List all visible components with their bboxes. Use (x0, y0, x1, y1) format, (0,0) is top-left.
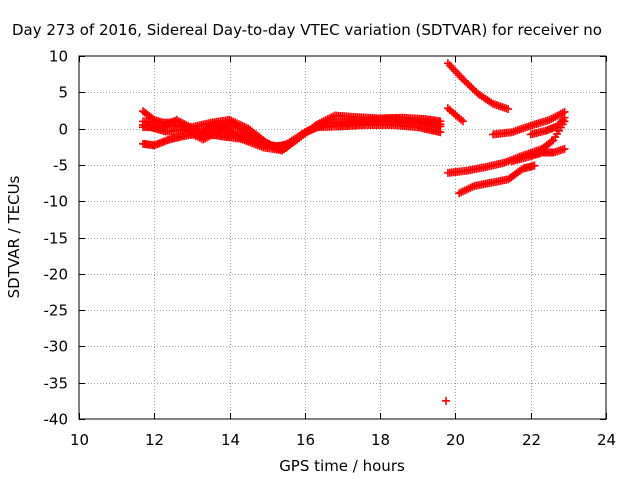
y-tick-label: 0 (58, 121, 68, 139)
y-tick-label: -40 (44, 411, 69, 429)
y-tick-label: -35 (44, 375, 69, 393)
y-tick-label: -5 (53, 157, 68, 175)
x-tick-label: 18 (371, 431, 390, 449)
data-point (530, 161, 539, 170)
y-tick-label: -15 (44, 230, 69, 248)
x-tick-label: 14 (221, 431, 240, 449)
y-axis-label: SDTVAR / TECUs (5, 175, 23, 298)
y-tick-label: -20 (44, 266, 69, 284)
y-tick-label: -10 (44, 193, 69, 211)
plot-frame (78, 55, 607, 420)
data-points (138, 59, 569, 405)
x-tick-label: 10 (70, 431, 89, 449)
y-tick-label: 5 (58, 84, 68, 102)
data-point (436, 128, 445, 137)
x-axis-label: GPS time / hours (279, 457, 405, 475)
data-point (442, 396, 451, 405)
data-point (449, 65, 458, 74)
data-point (445, 61, 454, 70)
data-point (443, 59, 452, 68)
y-tick-label: -25 (44, 302, 69, 320)
x-tick-label: 20 (446, 431, 465, 449)
y-tick-label: -30 (44, 338, 69, 356)
y-tick-label: 10 (49, 48, 68, 66)
data-point (455, 71, 464, 80)
data-point (547, 137, 556, 146)
data-point (436, 120, 445, 129)
data-point (447, 63, 456, 72)
data-point (504, 104, 513, 113)
y-axis-ticks: -40 -35 -30 -25 -20 -15 -10 -5 0 5 10 (44, 48, 606, 429)
data-point (453, 69, 462, 78)
x-tick-label: 24 (597, 431, 616, 449)
data-point (451, 67, 460, 76)
chart-title: Day 273 of 2016, Sidereal Day-to-day VTE… (12, 21, 602, 39)
grid (79, 56, 606, 419)
x-tick-label: 12 (145, 431, 164, 449)
data-point (560, 144, 569, 153)
x-tick-label: 22 (522, 431, 541, 449)
x-axis-ticks: 10 12 14 16 18 20 22 24 (70, 56, 616, 449)
x-tick-label: 16 (296, 431, 315, 449)
data-point (458, 117, 467, 126)
data-point (560, 113, 569, 122)
